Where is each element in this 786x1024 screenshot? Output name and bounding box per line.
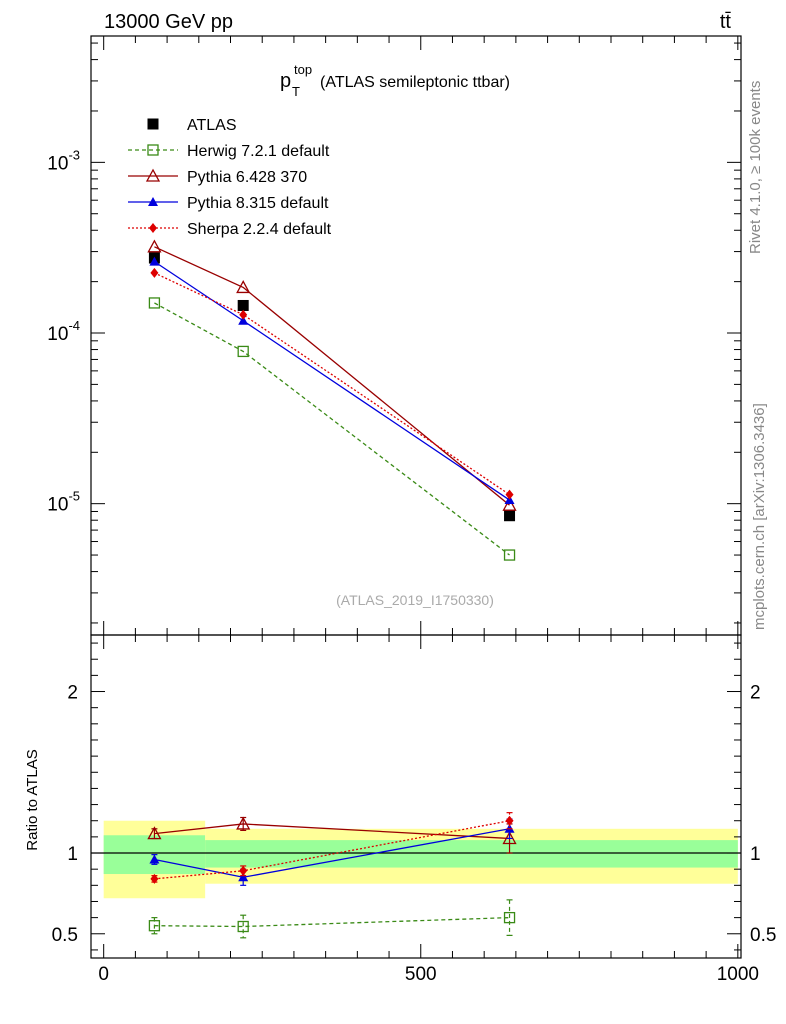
legend-label-herwig-7-2-1-default: Herwig 7.2.1 default	[187, 143, 330, 160]
x-tick-label: 500	[405, 964, 437, 985]
ratio-ticks: 0.5 0.5 1 1 2 2 0 500 1000	[52, 635, 776, 985]
ratio-band-inner	[205, 840, 738, 868]
legend-marker-sherpa-2-2-4-default	[149, 223, 157, 233]
point-pythia-6-428-370	[147, 239, 162, 253]
ratio-point-sherpa-2-2-4-default	[150, 873, 159, 884]
analysis-watermark: (ATLAS_2019_I1750330)	[336, 592, 494, 608]
main-y-tick-exp: -5	[68, 489, 80, 504]
series-line-pythia-6-428-370	[154, 246, 510, 506]
header-left: 13000 GeV pp	[104, 11, 233, 33]
point-sherpa-2-2-4-default	[505, 489, 514, 500]
ratio-point-herwig-7-2-1-default	[237, 920, 249, 933]
x-tick-label: 0	[98, 964, 109, 985]
point-pythia-8-315-default	[149, 256, 160, 266]
ratio-point-sherpa-2-2-4-default	[505, 815, 514, 826]
legend-marker-pythia-6-428-370	[145, 168, 161, 182]
main-y-tick-label: 10-3	[47, 147, 80, 174]
title-sub: T	[292, 84, 300, 99]
ratio-point-pythia-6-428-370	[147, 826, 162, 840]
title-rest: (ATLAS semileptonic ttbar)	[320, 74, 510, 91]
main-y-tick-base: 10	[47, 495, 68, 516]
x-tick-label: 1000	[717, 964, 759, 985]
header-right: tt̄	[720, 11, 732, 33]
point-sherpa-2-2-4-default	[239, 309, 248, 320]
rivet-note: Rivet 4.1.0, ≥ 100k events	[747, 81, 764, 254]
series-line-pythia-8-315-default	[154, 261, 510, 501]
point-sherpa-2-2-4-default	[150, 267, 159, 278]
main-lines	[154, 246, 510, 556]
title-sup: top	[294, 62, 312, 77]
ratio-bands	[91, 820, 741, 899]
title-main: p	[280, 70, 291, 92]
legend-marker-atlas	[147, 118, 159, 130]
point-pythia-6-428-370	[236, 280, 251, 294]
ratio-point-herwig-7-2-1-default	[503, 911, 516, 924]
point-atlas	[237, 299, 249, 311]
ratio-point-sherpa-2-2-4-default	[239, 865, 248, 876]
main-markers	[147, 239, 517, 561]
point-pythia-8-315-default	[238, 315, 249, 325]
ratio-frame	[90, 634, 742, 959]
main-y-tick-exp: -3	[68, 147, 80, 162]
ratio-point-pythia-6-428-370	[236, 816, 251, 830]
main-y-tick-base: 10	[47, 324, 68, 345]
series-line-sherpa-2-2-4-default	[154, 272, 510, 496]
ratio-line-herwig-7-2-1-default	[154, 916, 510, 928]
legend-marker-pythia-8-315-default	[148, 197, 158, 206]
ratio-y-tick-label-left: 0.5	[52, 925, 78, 946]
ratio-y-tick-label-right: 1	[750, 844, 761, 865]
ratio-point-herwig-7-2-1-default	[148, 920, 161, 932]
main-y-tick-base: 10	[47, 153, 68, 174]
legend: ATLAS Herwig 7.2.1 default Pythia 6.428 37…	[128, 117, 332, 238]
point-herwig-7-2-1-default	[237, 345, 249, 358]
point-herwig-7-2-1-default	[148, 297, 161, 309]
main-y-tick-label: 10-5	[47, 489, 80, 516]
legend-label-pythia-6-428-370: Pythia 6.428 370	[187, 169, 307, 186]
ratio-y-tick-label-left: 1	[67, 844, 78, 865]
ratio-y-tick-label-right: 0.5	[750, 925, 776, 946]
point-herwig-7-2-1-default	[503, 549, 516, 561]
ratio-y-tick-label-right: 2	[750, 683, 761, 704]
main-y-tick-exp: -4	[68, 318, 80, 333]
legend-label-pythia-8-315-default: Pythia 8.315 default	[187, 195, 329, 212]
series-line-herwig-7-2-1-default	[154, 302, 510, 556]
legend-marker-herwig-7-2-1-default	[147, 144, 159, 156]
ratio-y-tick-label-left: 2	[67, 683, 78, 704]
main-y-ticks: 10-310-410-5	[47, 36, 741, 635]
mcplots-note: mcplots.cern.ch [arXiv:1306.3436]	[751, 403, 768, 630]
point-pythia-6-428-370	[502, 497, 517, 511]
point-atlas	[504, 510, 516, 522]
plot-title: p top T (ATLAS semileptonic ttbar)	[280, 62, 510, 99]
ratio-point-pythia-8-315-default	[149, 854, 160, 864]
ratio-y-label: Ratio to ATLAS	[24, 749, 41, 850]
ratio-point-pythia-8-315-default	[238, 872, 249, 882]
main-y-tick-label: 10-4	[47, 318, 80, 345]
legend-label-atlas: ATLAS	[187, 117, 237, 134]
ratio-markers	[147, 812, 517, 939]
legend-label-sherpa-2-2-4-default: Sherpa 2.2.4 default	[187, 221, 332, 238]
